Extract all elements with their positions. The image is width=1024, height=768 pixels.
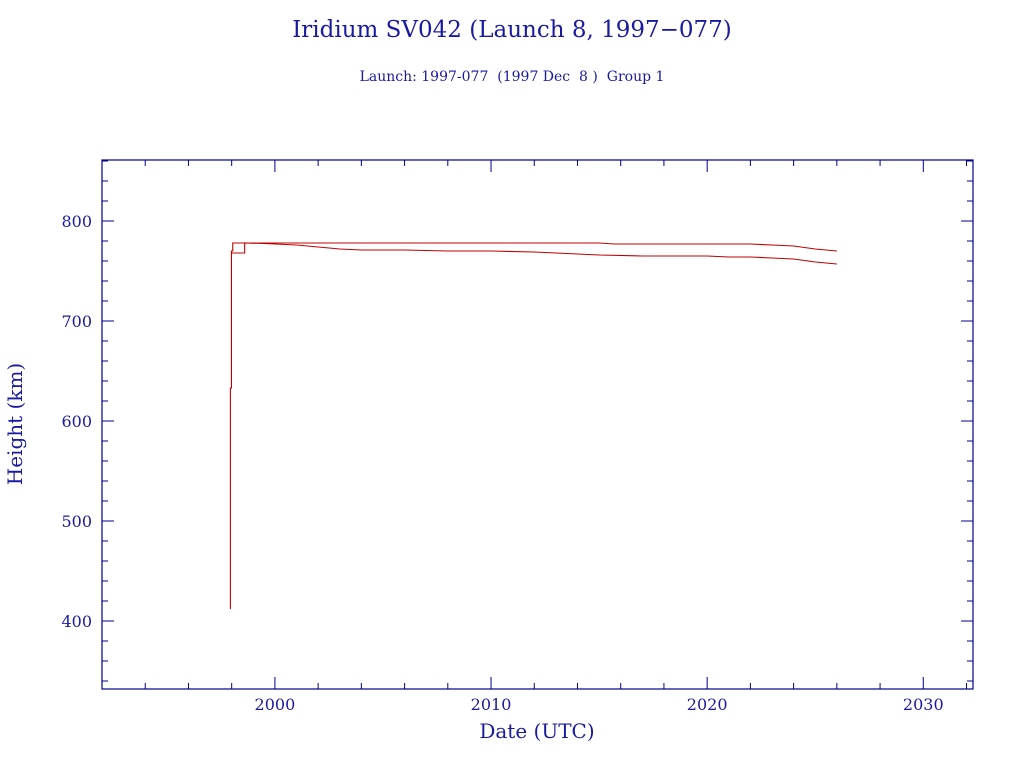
y-tick-label: 500 [61, 512, 92, 531]
y-axis-label: Height (km) [3, 363, 27, 485]
chart-title: Iridium SV042 (Launch 8, 1997−077) [292, 17, 732, 43]
x-axis-label: Date (UTC) [479, 719, 594, 743]
y-tick-label: 400 [61, 612, 92, 631]
x-tick-label: 2010 [471, 695, 512, 714]
chart-subtitle: Launch: 1997-077 (1997 Dec 8 ) Group 1 [360, 69, 665, 85]
series-line-2 [231, 242, 837, 265]
x-tick-label: 2030 [903, 695, 944, 714]
y-tick-label: 700 [61, 312, 92, 331]
series-line-1 [229, 242, 837, 609]
series-layer [229, 242, 837, 609]
axis-tick-labels: 2000 2010 2020 2030 400 500 600 700 800 [61, 212, 943, 714]
x-tick-label: 2020 [687, 695, 728, 714]
plot-area-frame [101, 159, 974, 690]
x-tick-label: 2000 [255, 695, 296, 714]
y-tick-label: 600 [61, 412, 92, 431]
y-tick-label: 800 [61, 212, 92, 231]
axis-ticks [101, 160, 973, 689]
